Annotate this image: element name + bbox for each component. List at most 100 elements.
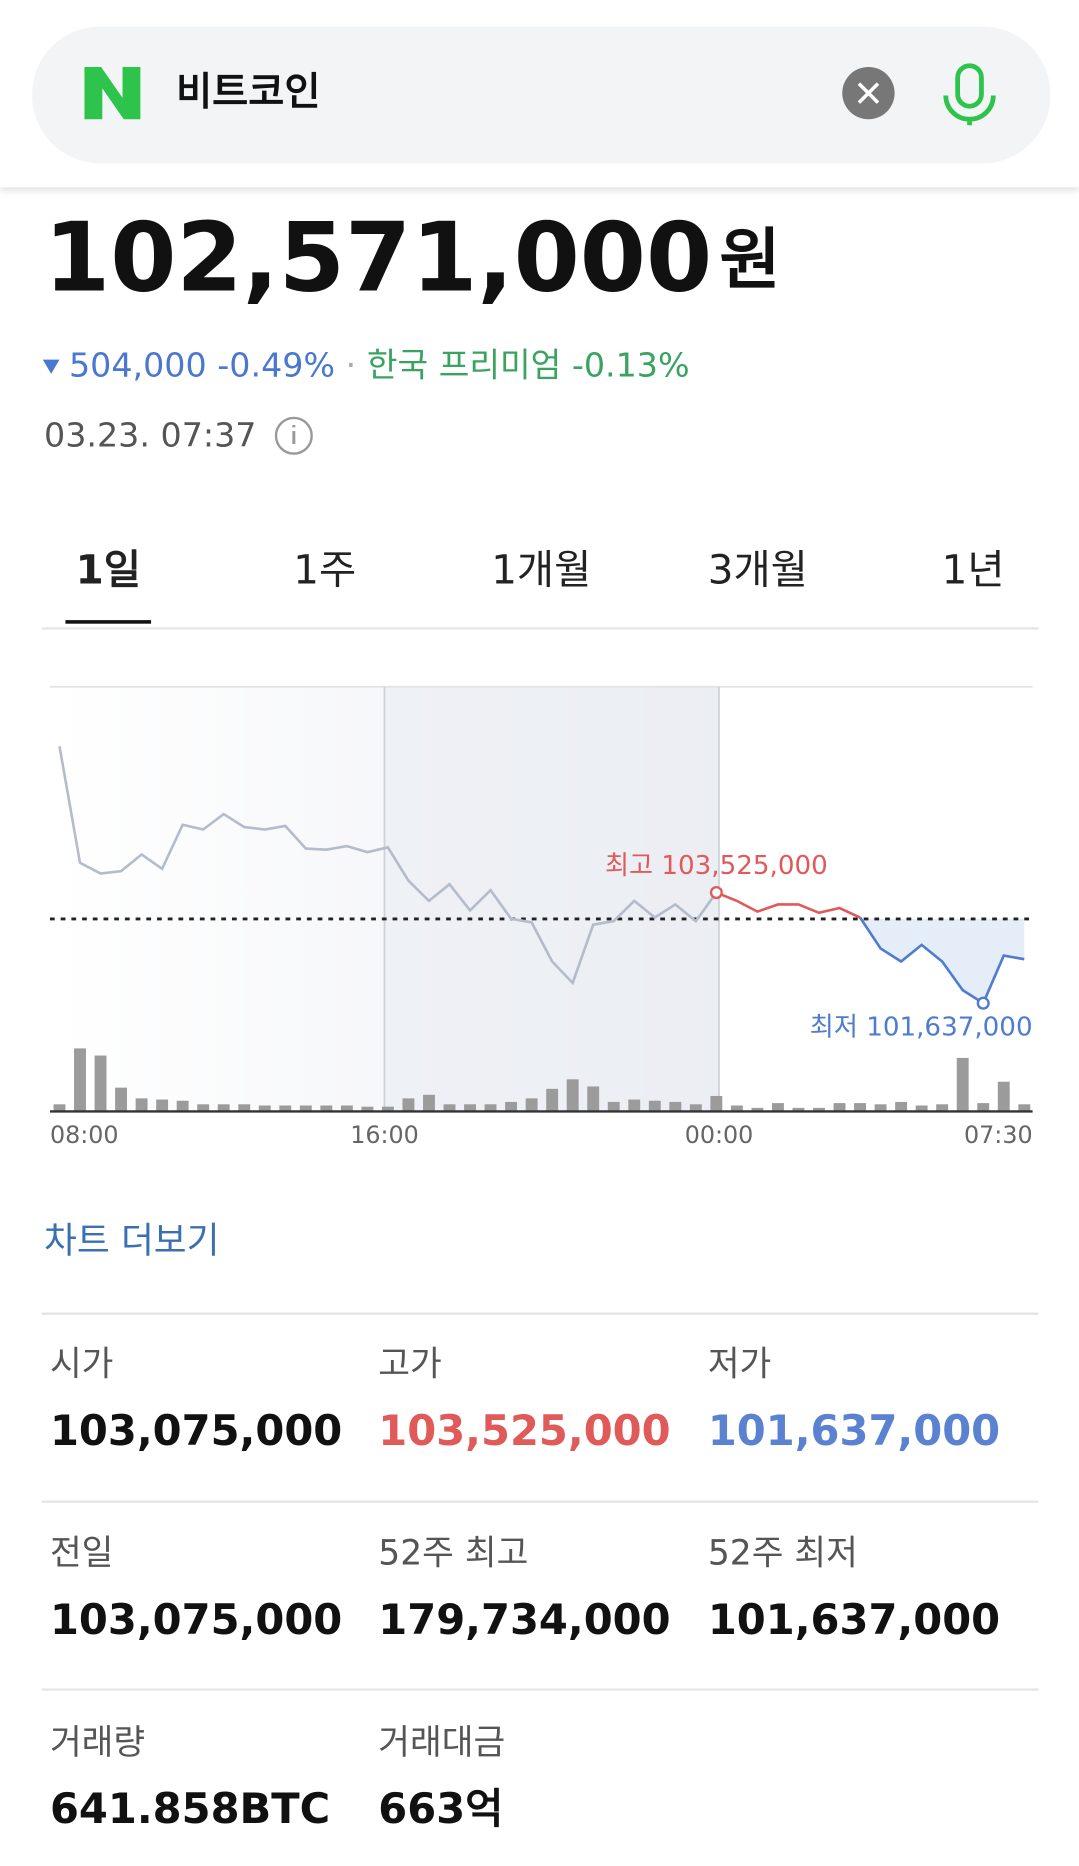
stat-value: 101,637,000 xyxy=(708,1595,1000,1644)
volume-bar xyxy=(464,1104,476,1112)
volume-bar xyxy=(813,1107,825,1112)
stat-value: 101,637,000 xyxy=(708,1406,1000,1455)
volume-bar xyxy=(936,1104,949,1112)
stat-label: 저가 xyxy=(708,1345,771,1385)
low-marker xyxy=(976,996,990,1010)
change: 504,000 xyxy=(69,345,207,384)
volume-bar xyxy=(340,1105,353,1112)
volume-bar xyxy=(546,1088,559,1112)
stat-label: 52주 최저 xyxy=(708,1534,858,1574)
volume-bar xyxy=(361,1106,374,1112)
shade-recent xyxy=(384,686,719,1112)
volume-bar xyxy=(689,1104,702,1112)
stat-value: 103,075,000 xyxy=(50,1595,342,1644)
volume-bar xyxy=(217,1104,230,1112)
volume-bar xyxy=(258,1105,271,1112)
volume-bar xyxy=(423,1094,435,1112)
volume-bar xyxy=(279,1105,292,1112)
naver-logo[interactable] xyxy=(84,66,141,120)
volume-bar xyxy=(895,1101,908,1112)
volume-bar xyxy=(874,1104,887,1112)
tab[interactable]: 1주 xyxy=(293,546,356,594)
volume-bar xyxy=(710,1095,723,1112)
stat-label: 거래량 xyxy=(50,1723,145,1763)
volume-bar xyxy=(730,1105,743,1112)
volume-bar xyxy=(628,1099,641,1112)
volume-bar xyxy=(607,1101,620,1112)
volume-bar xyxy=(443,1104,456,1112)
volume-bar xyxy=(915,1105,928,1112)
volume-bar xyxy=(53,1104,66,1112)
mic-button[interactable] xyxy=(943,63,996,126)
tab[interactable]: 3개월 xyxy=(708,546,808,594)
stat-value: 103,075,000 xyxy=(50,1406,342,1455)
volume-bar xyxy=(771,1103,784,1112)
volume-bar xyxy=(115,1087,128,1112)
timestamp: 03.23. 07:37 xyxy=(44,415,256,454)
volume-bar xyxy=(669,1101,682,1112)
tab-underline xyxy=(65,620,152,624)
volume-bar xyxy=(135,1098,148,1112)
tab[interactable]: 1개월 xyxy=(491,546,591,594)
volume-bar xyxy=(525,1098,538,1112)
volume-bar xyxy=(505,1101,518,1112)
tab[interactable]: 1년 xyxy=(942,546,1005,594)
volume-bar xyxy=(484,1104,497,1112)
more-chart-link[interactable]: 차트 더보기 xyxy=(44,1220,219,1261)
volume-bar xyxy=(587,1086,600,1112)
volume-bar xyxy=(94,1055,107,1112)
volume-bar xyxy=(566,1079,579,1112)
x-tick-label: 08:00 xyxy=(50,1121,119,1149)
change-line: 504,000 -0.49% · 한국 프리미엄 -0.13% xyxy=(69,345,690,384)
clear-button[interactable] xyxy=(842,66,895,120)
high-label: 최고 103,525,000 xyxy=(605,851,828,881)
search-box[interactable] xyxy=(32,26,1051,164)
info-icon[interactable] xyxy=(274,416,313,455)
premium: -0.13% xyxy=(572,345,690,384)
volume-bar xyxy=(833,1103,846,1112)
volume-bar xyxy=(156,1099,169,1112)
search-query[interactable]: 비트코인 xyxy=(176,70,320,115)
volume-bar xyxy=(238,1104,251,1112)
high-marker xyxy=(709,886,723,900)
volume-bar xyxy=(320,1105,333,1112)
volume-bar xyxy=(197,1104,210,1112)
down-arrow xyxy=(42,359,60,374)
stat-value: 641.858BTC xyxy=(50,1784,330,1833)
stat-label: 52주 최고 xyxy=(378,1534,528,1574)
stat-label: 거래대금 xyxy=(378,1723,505,1763)
price-unit: 원 xyxy=(719,220,780,298)
volume-bar xyxy=(854,1103,867,1112)
stat-value: 663억 xyxy=(378,1784,503,1833)
tab[interactable]: 1일 xyxy=(76,546,141,594)
volume-bar xyxy=(1018,1104,1031,1112)
volume-bar xyxy=(997,1081,1010,1112)
x-tick-label: 16:00 xyxy=(350,1121,419,1149)
volume-bar xyxy=(381,1106,394,1112)
premium-label: 한국 프리미엄 xyxy=(367,345,561,384)
x-tick-label: 00:00 xyxy=(685,1121,754,1149)
volume-bar xyxy=(402,1098,415,1112)
price-block: 102,571,000 원 xyxy=(44,203,781,313)
volume-bar xyxy=(751,1107,764,1112)
stat-label: 고가 xyxy=(378,1345,441,1385)
stat-value: 179,734,000 xyxy=(378,1595,670,1644)
separator: · xyxy=(346,345,357,384)
volume-bar xyxy=(176,1100,189,1112)
change-pct: -0.49% xyxy=(217,345,335,384)
stat-label: 전일 xyxy=(50,1534,113,1574)
volume-bar xyxy=(792,1107,805,1112)
low-label: 최저 101,637,000 xyxy=(810,1013,1033,1043)
price: 102,571,000 xyxy=(44,203,712,313)
volume-bar xyxy=(74,1048,86,1112)
price-line xyxy=(58,746,718,986)
price-line xyxy=(858,916,1025,1006)
volume-bar xyxy=(648,1100,661,1112)
volume-bar xyxy=(299,1105,312,1112)
stat-label: 시가 xyxy=(50,1345,113,1385)
price-line xyxy=(715,891,861,919)
stat-value: 103,525,000 xyxy=(378,1406,670,1455)
volume-bar xyxy=(977,1103,990,1112)
